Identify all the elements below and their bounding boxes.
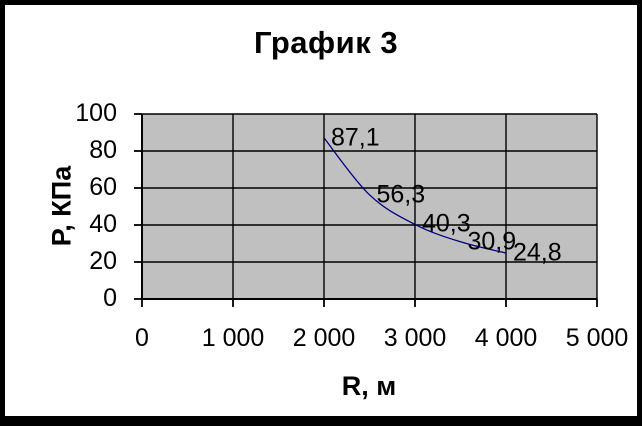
y-tick-label: 0 xyxy=(103,284,117,312)
y-tick-label: 80 xyxy=(89,136,117,164)
series-line xyxy=(323,137,507,254)
x-tick-label: 5 000 xyxy=(565,324,629,352)
y-tick-label: 100 xyxy=(75,99,117,127)
y-tick-label: 60 xyxy=(89,173,117,201)
y-tick-label: 20 xyxy=(89,247,117,275)
data-label: 56,3 xyxy=(376,180,426,209)
x-tick-label: 4 000 xyxy=(474,324,538,352)
plot-area xyxy=(134,113,598,307)
x-axis-title: R, м xyxy=(341,371,397,401)
data-label: 24,8 xyxy=(513,238,562,267)
plot-background xyxy=(142,114,597,299)
x-tick-label: 0 xyxy=(135,324,149,352)
x-tick-label: 1 000 xyxy=(201,324,265,352)
chart-title: График 3 xyxy=(253,25,399,60)
x-tick-label: 2 000 xyxy=(292,324,356,352)
data-label: 87,1 xyxy=(331,123,380,152)
x-tick-label: 3 000 xyxy=(383,324,447,352)
y-tick-label: 40 xyxy=(89,210,117,238)
data-label: 30,9 xyxy=(467,227,517,256)
data-label: 40,3 xyxy=(422,209,471,238)
